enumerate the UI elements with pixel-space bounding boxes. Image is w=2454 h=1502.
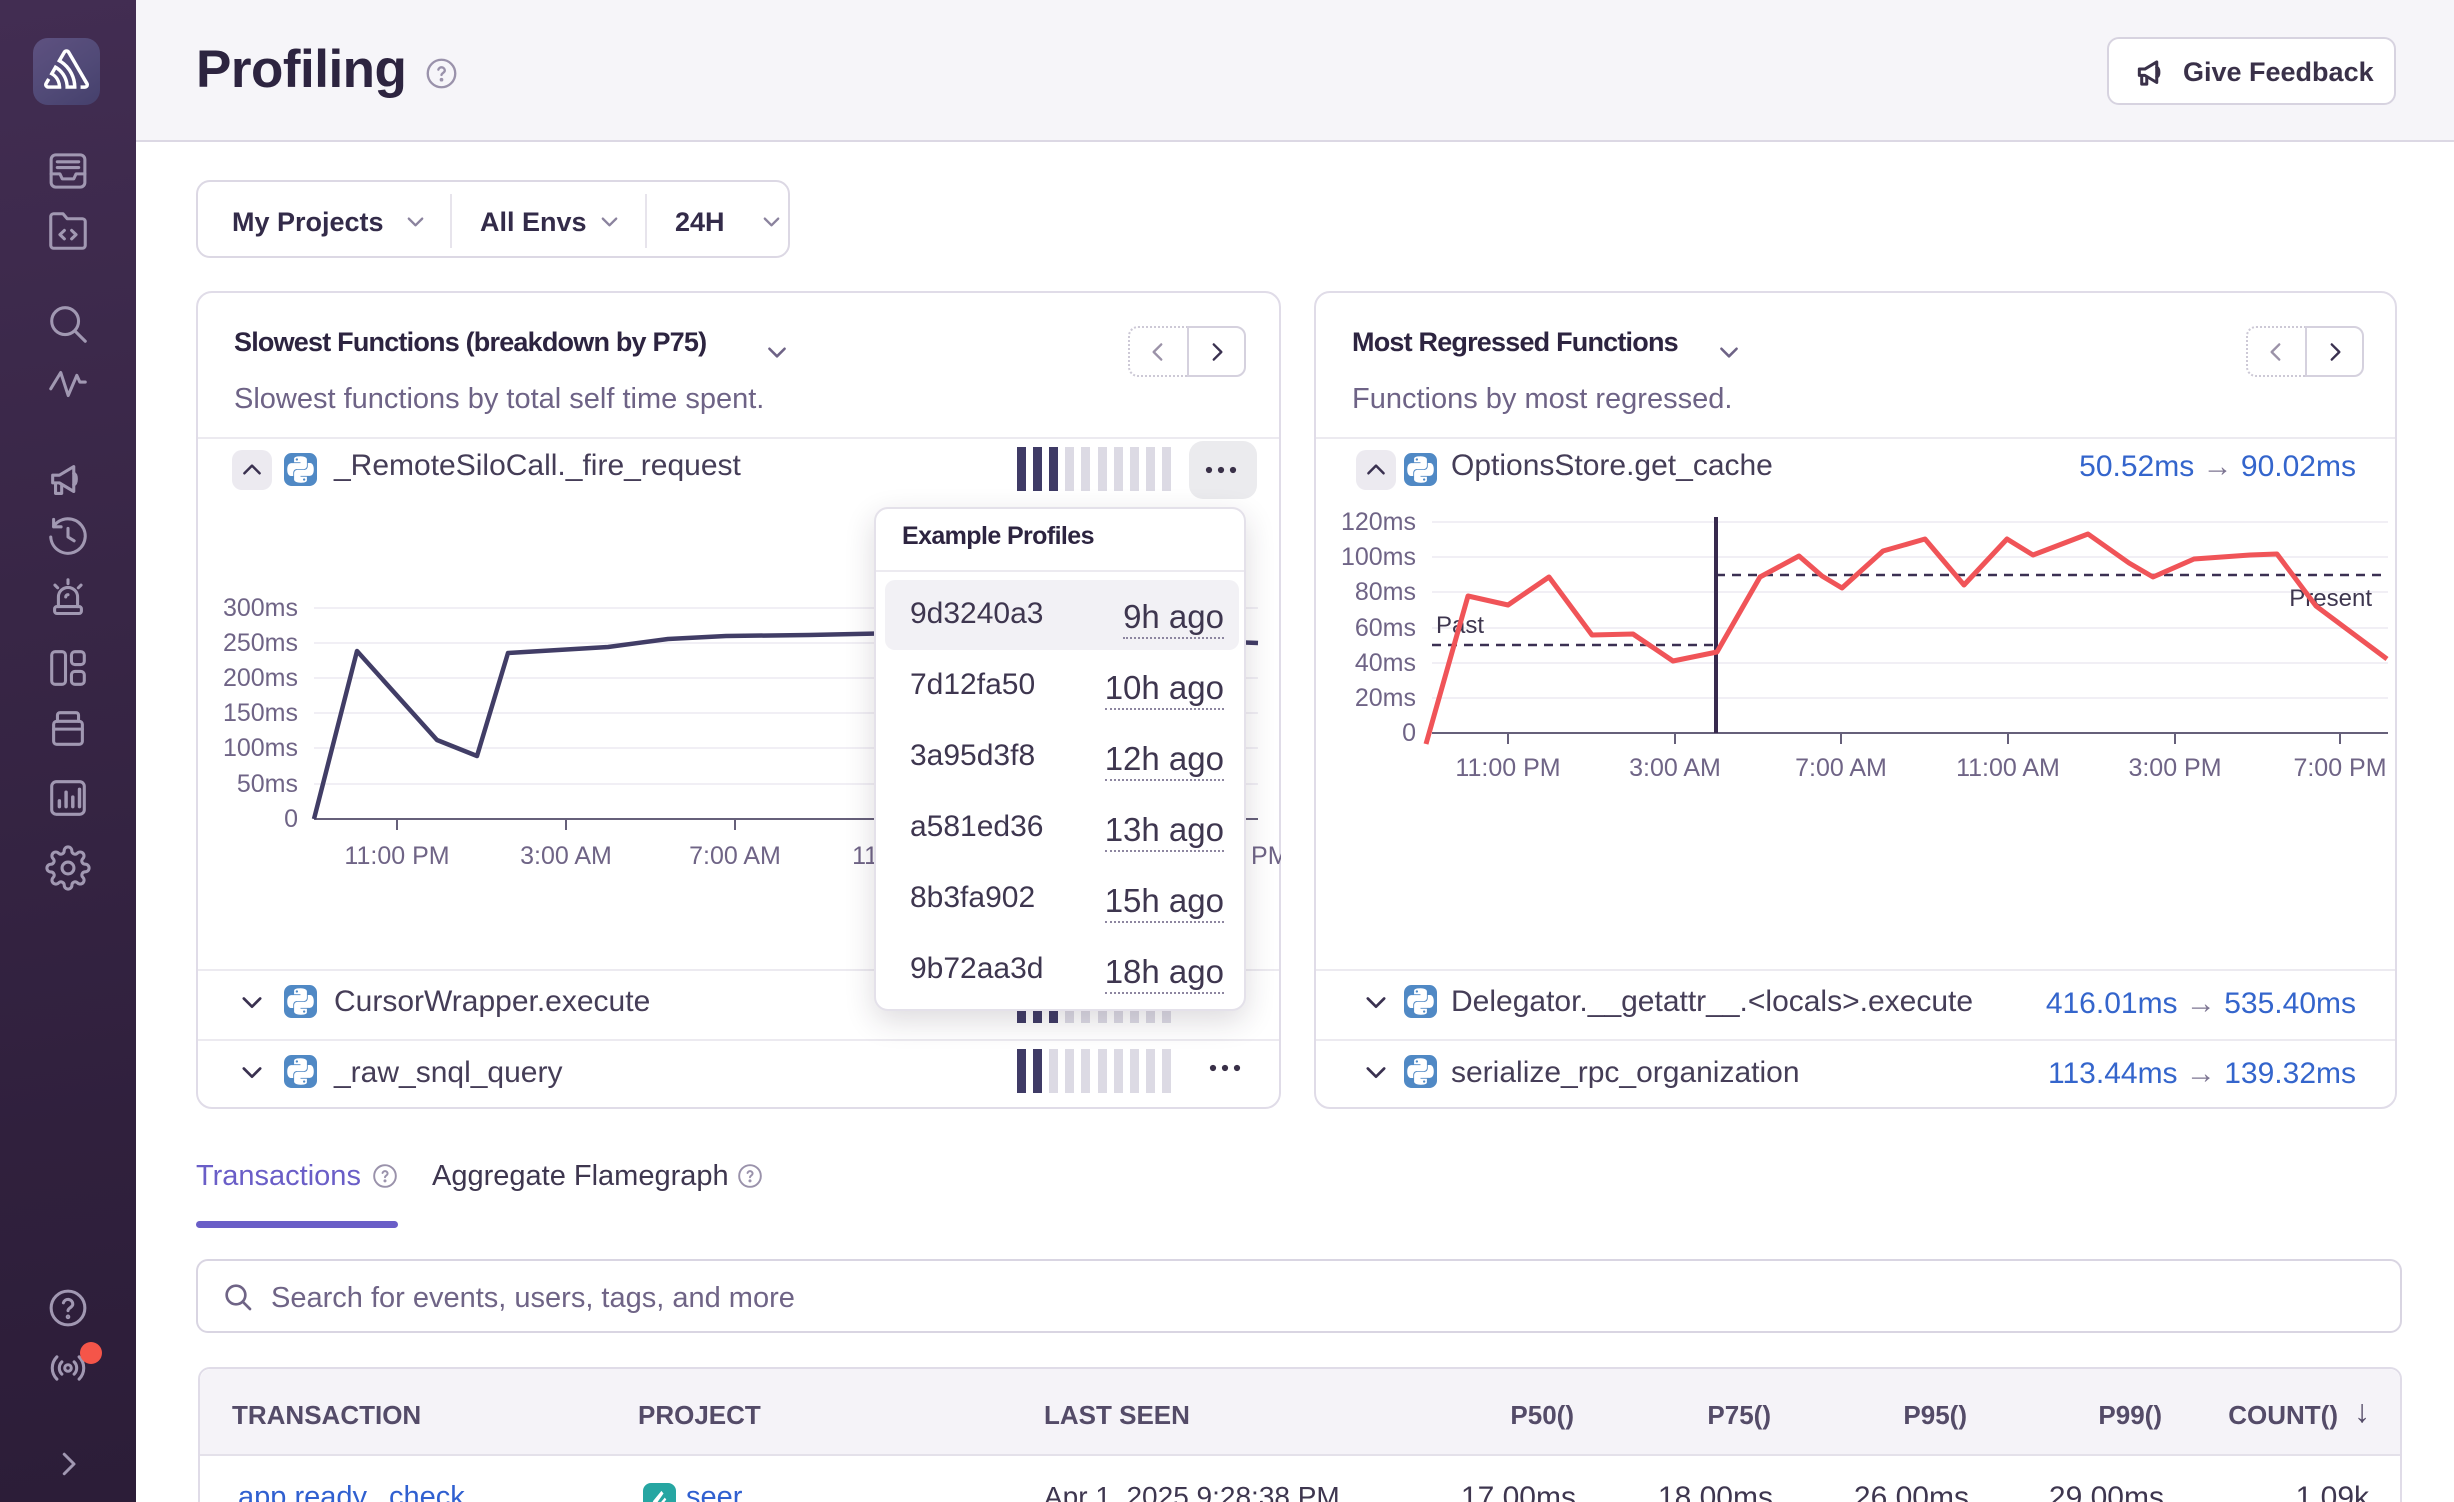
svg-text:300ms: 300ms bbox=[223, 594, 298, 622]
svg-text:11:00 PM: 11:00 PM bbox=[344, 842, 449, 870]
svg-text:7:00 AM: 7:00 AM bbox=[689, 842, 781, 870]
svg-text:20ms: 20ms bbox=[1355, 684, 1416, 712]
svg-text:80ms: 80ms bbox=[1355, 578, 1416, 606]
svg-text:60ms: 60ms bbox=[1355, 614, 1416, 642]
svg-text:11:00 PM: 11:00 PM bbox=[1455, 754, 1560, 782]
svg-text:100ms: 100ms bbox=[223, 734, 298, 762]
svg-text:200ms: 200ms bbox=[223, 664, 298, 692]
svg-text:100ms: 100ms bbox=[1341, 543, 1416, 571]
svg-text:120ms: 120ms bbox=[1341, 508, 1416, 536]
svg-text:250ms: 250ms bbox=[223, 629, 298, 657]
svg-text:3:00 AM: 3:00 AM bbox=[1629, 754, 1721, 782]
svg-text:50ms: 50ms bbox=[237, 770, 298, 798]
svg-text:0: 0 bbox=[284, 805, 298, 833]
svg-text:150ms: 150ms bbox=[223, 699, 298, 727]
svg-text:7:00 AM: 7:00 AM bbox=[1795, 754, 1887, 782]
svg-text:40ms: 40ms bbox=[1355, 649, 1416, 677]
svg-text:3:00 PM: 3:00 PM bbox=[2128, 754, 2221, 782]
svg-text:0: 0 bbox=[1402, 719, 1416, 747]
svg-text:11:00 AM: 11:00 AM bbox=[1956, 754, 2060, 782]
svg-text:7:00 PM: 7:00 PM bbox=[2293, 754, 2386, 782]
svg-text:3:00 AM: 3:00 AM bbox=[520, 842, 612, 870]
